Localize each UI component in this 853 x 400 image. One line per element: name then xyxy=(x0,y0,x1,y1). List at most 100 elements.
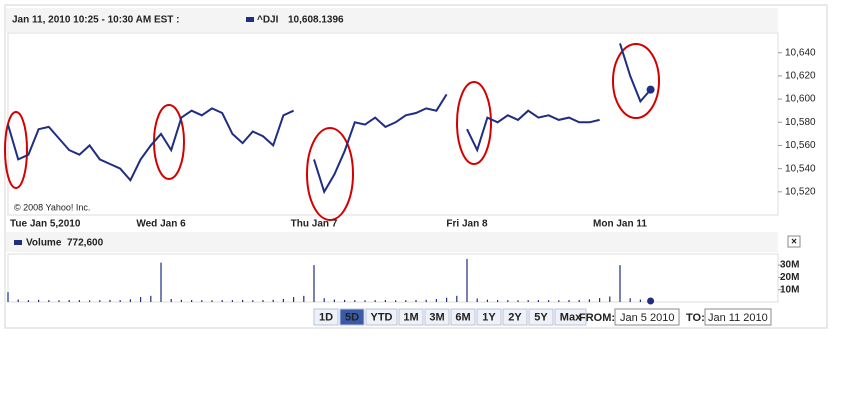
volume-bar xyxy=(252,300,254,302)
x-tick-label: Fri Jan 8 xyxy=(446,219,488,230)
range-button-label[interactable]: YTD xyxy=(371,311,393,323)
volume-bar xyxy=(109,299,111,302)
range-button-label[interactable]: 3M xyxy=(429,311,444,323)
y-tick-label: 10,620 xyxy=(785,71,816,82)
volume-bar xyxy=(303,295,305,302)
volume-bar xyxy=(129,299,131,302)
x-tick-label: Mon Jan 11 xyxy=(593,219,647,230)
volume-bar xyxy=(68,300,70,302)
annotation-circle xyxy=(306,127,354,221)
y-tick-label: 30M xyxy=(780,260,799,271)
volume-bar xyxy=(425,299,427,302)
range-button[interactable] xyxy=(365,308,398,326)
range-button[interactable] xyxy=(450,308,476,326)
to-label: TO: xyxy=(686,312,705,324)
volume-bar xyxy=(27,300,29,302)
legend-swatch xyxy=(246,17,254,22)
range-button[interactable] xyxy=(476,308,502,326)
volume-bar xyxy=(537,300,539,302)
y-tick-label: 10,580 xyxy=(785,117,816,128)
y-tick-label: 20M xyxy=(780,272,799,283)
volume-bar xyxy=(323,298,325,302)
volume-bar xyxy=(497,300,499,302)
volume-bar xyxy=(282,298,284,302)
volume-bar xyxy=(354,300,356,302)
y-tick-label: 10,640 xyxy=(785,47,816,58)
range-button-label[interactable]: 1D xyxy=(319,311,333,323)
range-button[interactable] xyxy=(502,308,528,326)
range-button[interactable] xyxy=(554,308,587,326)
range-button[interactable] xyxy=(339,308,365,326)
volume-plot-frame xyxy=(7,253,779,303)
range-button-label[interactable]: 1M xyxy=(403,311,418,323)
volume-bar xyxy=(293,297,295,302)
range-button-label[interactable]: 5Y xyxy=(534,311,548,323)
annotation-circle xyxy=(4,111,28,189)
volume-bar xyxy=(201,300,203,302)
volume-bar xyxy=(344,299,346,302)
volume-bar xyxy=(476,298,478,302)
range-button-label[interactable]: 1Y xyxy=(482,311,496,323)
volume-header-bar xyxy=(6,232,778,252)
volume-bar xyxy=(588,299,590,302)
volume-bar xyxy=(374,300,376,302)
legend-label: Volume xyxy=(26,238,62,249)
y-tick-label: 10,540 xyxy=(785,163,816,174)
annotation-circle xyxy=(612,43,660,119)
volume-bar xyxy=(221,300,223,302)
volume-bar xyxy=(313,265,315,302)
volume-bar xyxy=(446,297,448,302)
volume-bar xyxy=(191,300,193,302)
volume-bar xyxy=(242,299,244,302)
range-button[interactable] xyxy=(398,308,424,326)
x-tick-label: Wed Jan 6 xyxy=(136,219,186,230)
from-input[interactable] xyxy=(614,308,680,326)
range-button[interactable] xyxy=(528,308,554,326)
volume-bar xyxy=(160,262,162,302)
range-text: Jan 11, 2010 10:25 - 10:30 AM EST : xyxy=(12,15,180,26)
volume-bar xyxy=(262,300,264,302)
volume-bar xyxy=(517,300,519,302)
volume-bar xyxy=(568,300,570,302)
price-line xyxy=(7,43,652,195)
volume-bar xyxy=(629,298,631,302)
volume-bar xyxy=(211,300,213,302)
y-tick-label: 10,560 xyxy=(785,140,816,151)
volume-bar xyxy=(78,300,80,302)
y-tick-label: 10M xyxy=(780,284,799,295)
volume-bar xyxy=(384,300,386,302)
legend-label: ^DJI xyxy=(257,15,279,26)
volume-bar xyxy=(150,295,152,302)
quote-value: 772,600 xyxy=(67,238,104,249)
annotation-circle xyxy=(456,81,492,165)
volume-bar xyxy=(405,300,407,302)
widget-frame xyxy=(4,4,828,329)
volume-bar xyxy=(119,300,121,302)
range-button-label[interactable]: Max xyxy=(560,311,582,323)
volume-bar xyxy=(548,300,550,302)
last-point xyxy=(646,85,655,94)
volume-bar xyxy=(89,300,91,302)
to-value[interactable]: Jan 11 2010 xyxy=(708,312,768,324)
range-button[interactable] xyxy=(424,308,450,326)
from-label: FROM: xyxy=(579,312,615,324)
close-icon[interactable]: × xyxy=(791,237,797,248)
to-input[interactable] xyxy=(704,308,772,326)
header-bar xyxy=(6,8,778,32)
range-button-label[interactable]: 2Y xyxy=(508,311,522,323)
close-button[interactable] xyxy=(787,235,801,248)
range-button-label[interactable]: 5D xyxy=(345,311,359,323)
volume-bar xyxy=(231,300,233,302)
volume-bar xyxy=(435,299,437,302)
volume-bar xyxy=(395,300,397,302)
range-button-label[interactable]: 6M xyxy=(455,311,470,323)
volume-bar xyxy=(599,298,601,302)
from-value[interactable]: Jan 5 2010 xyxy=(620,312,674,324)
volume-bar xyxy=(558,300,560,302)
volume-bar xyxy=(415,300,417,302)
x-tick-label: Tue Jan 5,2010 xyxy=(10,219,81,230)
volume-bar xyxy=(578,299,580,302)
range-button[interactable] xyxy=(313,308,339,326)
volume-bar xyxy=(170,298,172,302)
